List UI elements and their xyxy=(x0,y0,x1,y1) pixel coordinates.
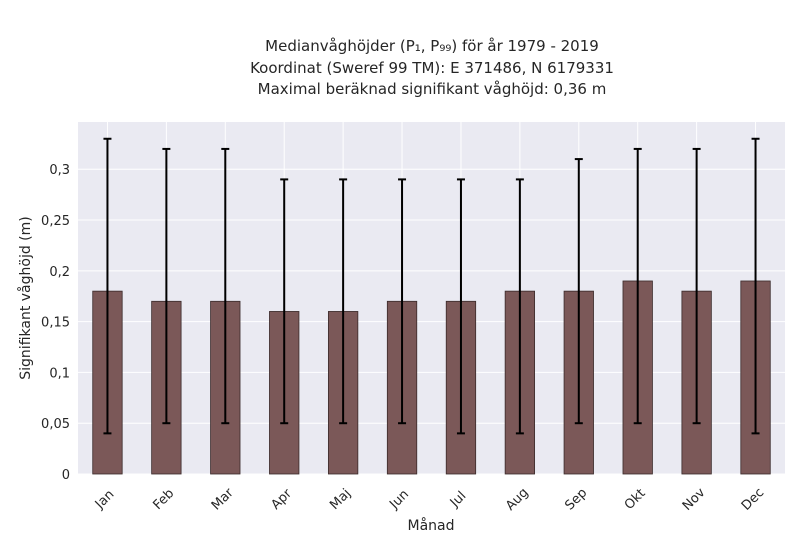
x-tick-label: Nov xyxy=(680,485,709,514)
x-tick-label: Okt xyxy=(622,486,649,513)
y-tick-label: 0,3 xyxy=(49,163,70,178)
x-tick-label: Dec xyxy=(739,485,767,513)
y-tick-label: 0 xyxy=(62,468,70,483)
x-axis-label: Månad xyxy=(408,517,455,534)
chart-title-line-3: Maximal beräknad signifikant våghöjd: 0,… xyxy=(258,80,607,98)
x-tick-label: Feb xyxy=(150,486,177,513)
x-tick-label: Jun xyxy=(386,487,412,513)
x-tick-label: Sep xyxy=(562,486,590,514)
y-axis-ticks: 0 0,05 0,1 0,15 0,2 0,25 0,3 xyxy=(41,163,70,483)
y-axis-label: Signifikant våghöjd (m) xyxy=(17,216,34,379)
y-tick-label: 0,05 xyxy=(41,417,70,432)
x-axis-ticks: Jan Feb Mar Apr Maj Jun Jul Aug Sep Okt Nov Dec xyxy=(92,485,767,514)
x-tick-label: Apr xyxy=(268,486,295,513)
y-tick-label: 0,2 xyxy=(49,265,70,280)
y-tick-label: 0,15 xyxy=(41,316,70,331)
x-tick-label: Jul xyxy=(447,489,469,511)
chart-title-line-1: Medianvåghöjder (P₁, P₉₉) för år 1979 - … xyxy=(265,37,599,55)
x-tick-label: Aug xyxy=(503,485,532,514)
error-bars xyxy=(103,137,760,435)
x-tick-label: Jan xyxy=(92,487,117,512)
y-tick-label: 0,1 xyxy=(49,366,70,381)
y-tick-label: 0,25 xyxy=(41,214,70,229)
x-tick-label: Mar xyxy=(209,485,237,513)
x-tick-label: Maj xyxy=(327,486,354,513)
plot-area xyxy=(78,122,785,474)
chart-title-line-2: Koordinat (Sweref 99 TM): E 371486, N 61… xyxy=(250,59,614,77)
